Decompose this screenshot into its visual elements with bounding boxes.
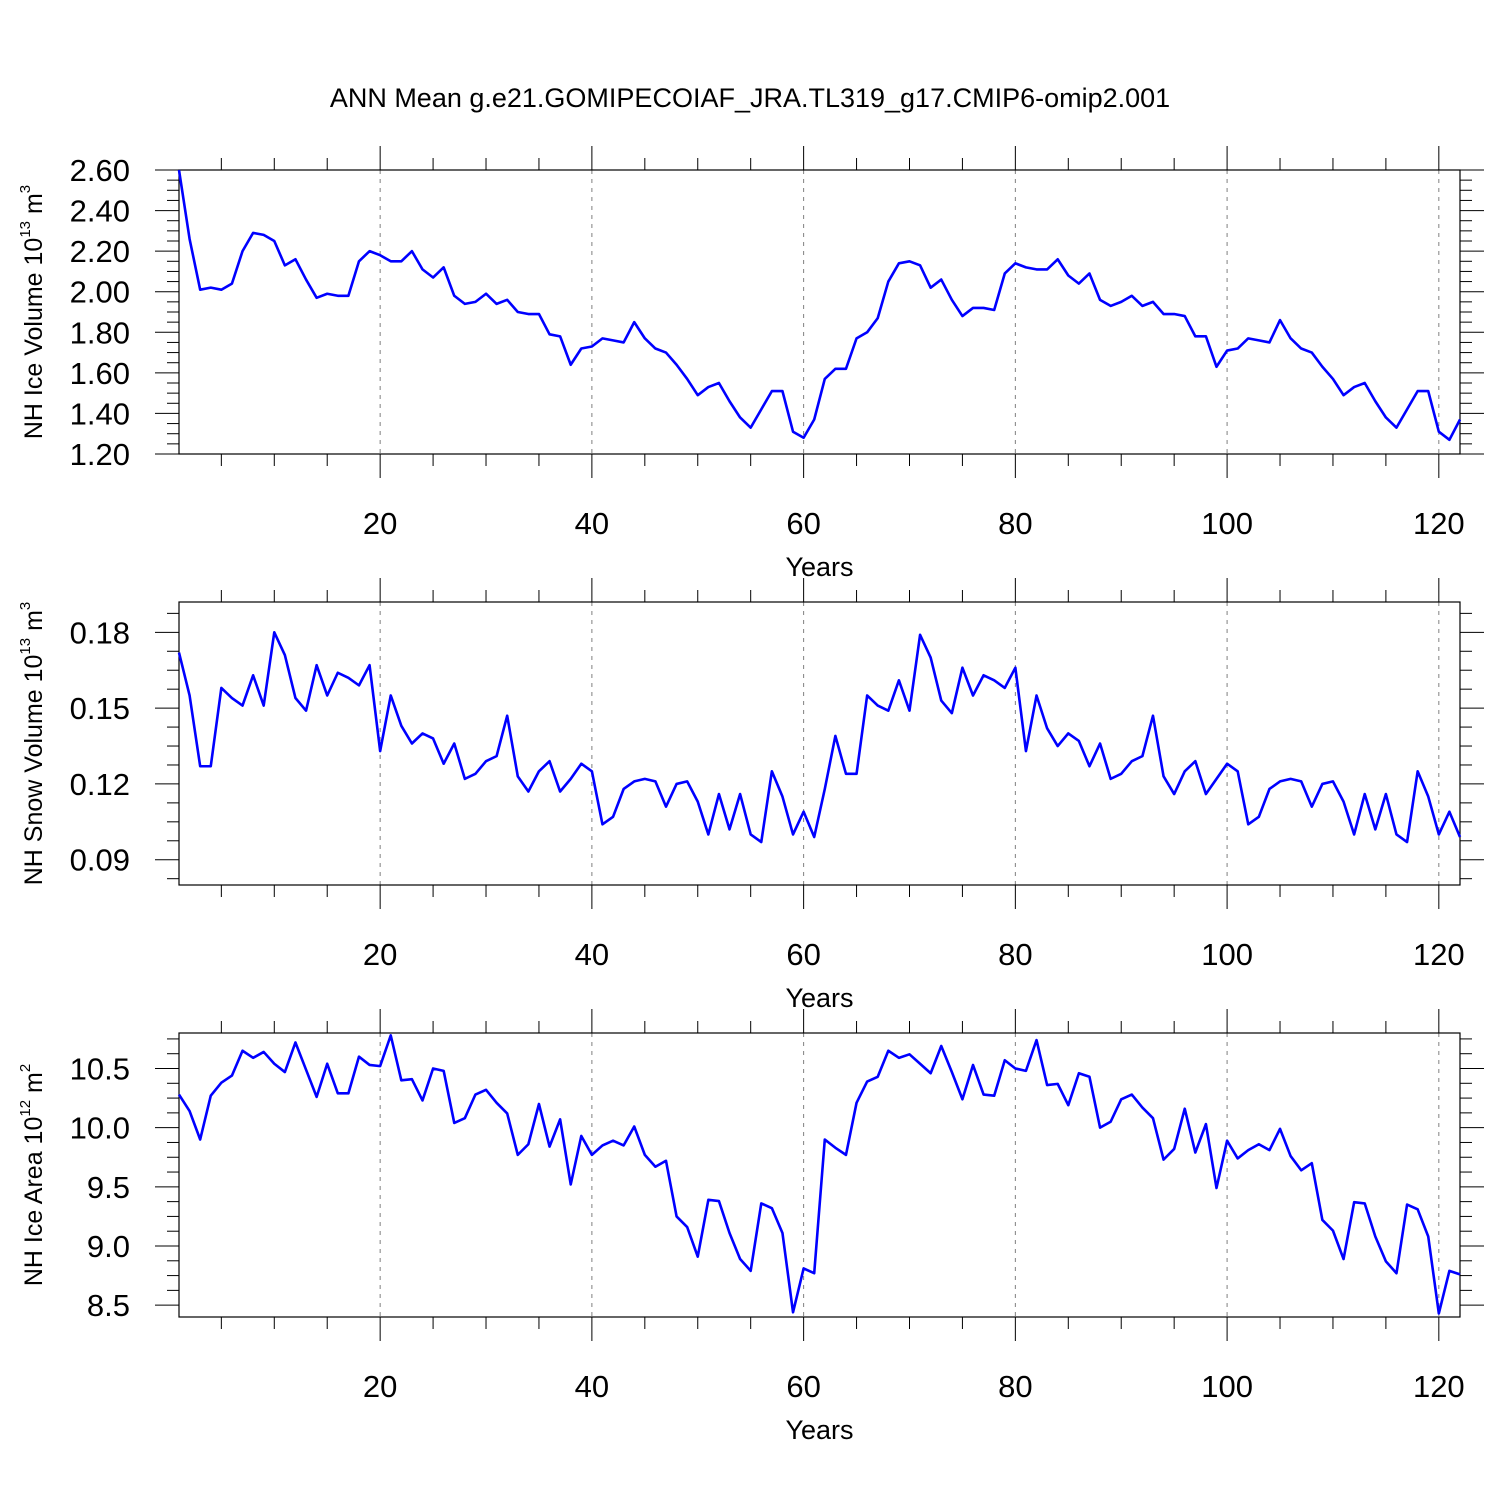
y-axis-label: NH Snow Volume 1013 m3 xyxy=(17,602,48,886)
x-axis-label: Years xyxy=(785,1415,853,1445)
x-tick-label: 40 xyxy=(575,937,609,972)
series-line xyxy=(177,1034,1461,1315)
x-tick-label: 20 xyxy=(363,937,397,972)
y-tick-label: 0.15 xyxy=(70,691,130,726)
y-tick-label: 1.40 xyxy=(70,396,130,431)
y-tick-label: 9.0 xyxy=(87,1229,130,1264)
x-tick-label: 60 xyxy=(786,506,820,541)
y-axis-label-text: NH Snow Volume 10 xyxy=(20,655,48,886)
y-tick-label: 9.5 xyxy=(87,1170,130,1205)
y-axis-label-exponent: 13 xyxy=(17,221,34,238)
y-axis-label-unit: m xyxy=(20,1072,48,1100)
panel-3: 20 40 60 80 100 120 Years 8.5 9.0 9.5 10.0 10.5 NH I… xyxy=(17,1009,1484,1445)
series-line xyxy=(177,631,1462,844)
x-tick-label: 120 xyxy=(1413,937,1465,972)
y-axis-label-unit-exponent: 2 xyxy=(17,1064,34,1072)
y-axis-label: NH Ice Volume 1013 m3 xyxy=(17,185,48,439)
y-axis-label-unit-exponent: 3 xyxy=(17,602,34,610)
x-tick-label: 80 xyxy=(998,937,1032,972)
plot-frame xyxy=(178,601,1461,886)
y-tick-label: 10.5 xyxy=(70,1052,130,1087)
y-tick-label: 2.20 xyxy=(70,234,130,269)
y-tick-label: 0.09 xyxy=(70,843,130,878)
x-tick-label: 120 xyxy=(1413,506,1465,541)
y-tick-label: 0.18 xyxy=(70,615,130,650)
x-tick-label: 100 xyxy=(1201,1369,1253,1404)
x-tick-label: 40 xyxy=(575,1369,609,1404)
y-tick-label: 1.80 xyxy=(70,315,130,350)
y-axis-label-unit: m xyxy=(20,610,48,638)
y-tick-label: 2.40 xyxy=(70,194,130,229)
y-tick-label: 10.0 xyxy=(70,1111,130,1146)
x-tick-label: 80 xyxy=(998,506,1032,541)
y-tick-label: 2.60 xyxy=(70,153,130,188)
x-axis-label: Years xyxy=(785,552,853,582)
y-axis-label-text: NH Ice Volume 10 xyxy=(20,238,48,440)
y-axis-label: NH Ice Area 1012 m2 xyxy=(17,1064,48,1286)
x-tick-label: 20 xyxy=(363,1369,397,1404)
plot-frame xyxy=(178,1032,1461,1318)
panel-2: 20 40 60 80 100 120 Years 0.09 0.12 0.15 0.18 NH Sn… xyxy=(17,578,1484,1013)
x-tick-label: 40 xyxy=(575,506,609,541)
x-tick-label: 60 xyxy=(786,937,820,972)
y-tick-label: 1.60 xyxy=(70,356,130,391)
y-tick-label: 0.12 xyxy=(70,767,130,802)
x-tick-label: 20 xyxy=(363,506,397,541)
y-axis-label-exponent: 12 xyxy=(17,1100,34,1117)
x-tick-label: 120 xyxy=(1413,1369,1465,1404)
series-line xyxy=(177,169,1462,442)
x-tick-label: 100 xyxy=(1201,506,1253,541)
y-axis-label-unit-exponent: 3 xyxy=(17,185,34,193)
x-tick-label: 100 xyxy=(1201,937,1253,972)
y-axis-label-exponent: 13 xyxy=(17,638,34,655)
y-axis-label-unit: m xyxy=(20,193,48,221)
y-tick-label: 2.00 xyxy=(70,275,130,310)
panel-1: 20 40 60 80 100 120 Years 1.20 1.40 1.60 1.80 2.00 2… xyxy=(17,146,1484,582)
y-tick-label: 1.20 xyxy=(70,437,130,472)
y-axis-label-text: NH Ice Area 10 xyxy=(20,1117,48,1287)
y-tick-label: 8.5 xyxy=(87,1288,130,1323)
plot-frame xyxy=(178,169,1461,455)
x-tick-label: 80 xyxy=(998,1369,1032,1404)
figure-title: ANN Mean g.e21.GOMIPECOIAF_JRA.TL319_g17… xyxy=(330,83,1170,113)
x-tick-label: 60 xyxy=(786,1369,820,1404)
x-axis-label: Years xyxy=(785,983,853,1013)
